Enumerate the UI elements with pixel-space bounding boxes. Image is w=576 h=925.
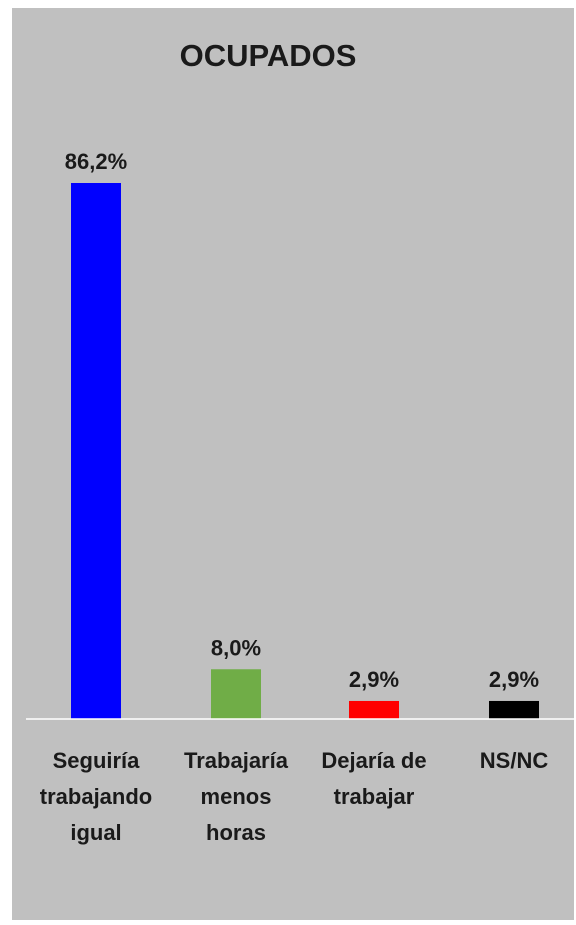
bar-0 (71, 183, 121, 719)
category-label-1-line-0: Trabajaría (184, 748, 289, 773)
category-label-1-line-1: menos (201, 784, 272, 809)
category-label-0-line-2: igual (70, 820, 121, 845)
data-label-2: 2,9% (349, 667, 399, 692)
bar-3 (489, 700, 539, 719)
chart-title: OCUPADOS (180, 38, 357, 73)
data-label-1: 8,0% (211, 635, 261, 660)
bar-2 (349, 700, 399, 719)
category-label-2-line-0: Dejaría de (321, 748, 426, 773)
category-label-2-line-1: trabajar (334, 784, 415, 809)
data-label-3: 2,9% (489, 667, 539, 692)
data-label-0: 86,2% (65, 149, 127, 174)
category-label-0-line-0: Seguiría (53, 748, 141, 773)
category-label-1-line-2: horas (206, 820, 266, 845)
category-label-3-line-0: NS/NC (480, 748, 549, 773)
bar-1 (211, 669, 261, 719)
category-label-0-line-1: trabajando (40, 784, 152, 809)
